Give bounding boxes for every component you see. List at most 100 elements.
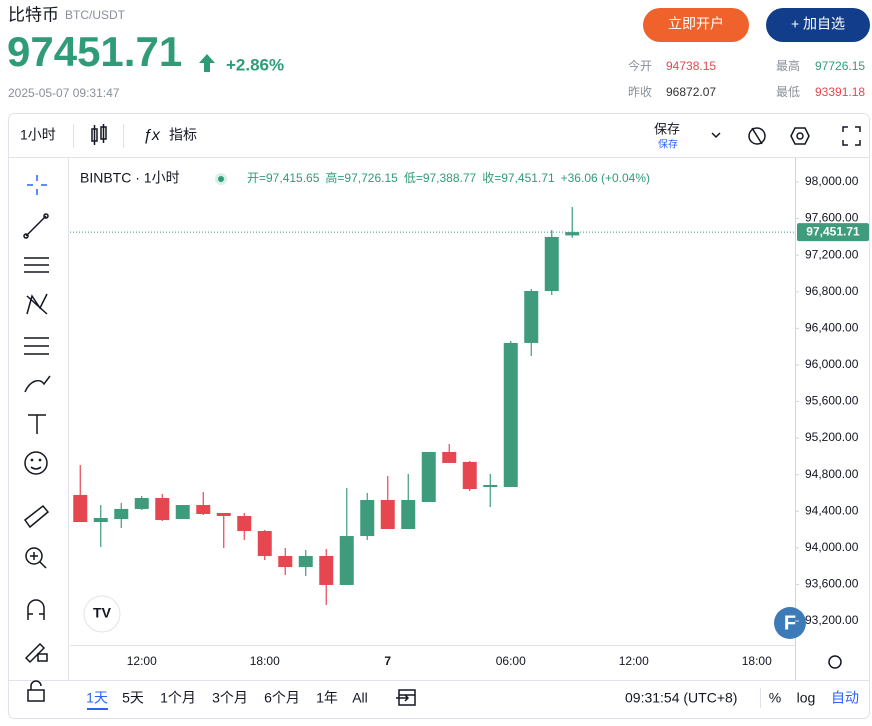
clock: 09:31:54 (UTC+8) xyxy=(625,690,737,706)
ohlc-legend: +36.06 (+0.04%) xyxy=(561,171,650,185)
scale-option[interactable]: % xyxy=(769,690,781,706)
x-tick-label: 18:00 xyxy=(250,654,280,668)
x-tick-label: 12:00 xyxy=(619,654,649,668)
y-tick-label: 93,200.00 xyxy=(805,613,859,627)
candle-body xyxy=(155,497,170,521)
candle-body xyxy=(73,494,88,523)
interval[interactable]: 1小时 xyxy=(20,127,56,143)
candle-body xyxy=(483,484,498,488)
ohlc-legend: 开=97,415.65 xyxy=(247,171,320,185)
range-option[interactable]: 5天 xyxy=(122,690,144,706)
ohlc-legend: 收=97,451.71 xyxy=(482,171,555,185)
candle-body xyxy=(380,499,395,529)
axis-settings[interactable] xyxy=(828,655,842,669)
range-option[interactable]: 1个月 xyxy=(160,690,196,706)
candle-body xyxy=(565,232,580,236)
watchlist-button[interactable] xyxy=(766,8,870,42)
asset-name: 比特币 xyxy=(8,5,59,24)
stat-label: 最低 xyxy=(776,85,800,99)
candle-icon[interactable] xyxy=(91,124,107,145)
candle-body xyxy=(319,555,334,585)
candle-body xyxy=(93,518,108,523)
save[interactable]: 保存 xyxy=(654,121,680,136)
candle-body xyxy=(401,499,416,529)
watchlist-label[interactable]: + 加自选 xyxy=(791,16,845,32)
save-sub[interactable]: 保存 xyxy=(658,138,678,151)
asset-pair: BTC/USDT xyxy=(65,8,126,22)
scale-option[interactable]: log xyxy=(797,690,816,706)
y-tick-label: 94,400.00 xyxy=(805,503,859,517)
ohlc-legend: 高=97,726.15 xyxy=(325,170,398,185)
stat-label: 今开 xyxy=(628,58,652,73)
y-tick-label: 96,800.00 xyxy=(805,284,859,298)
x-tick-label: 18:00 xyxy=(742,654,772,668)
fx-icon[interactable]: ƒx xyxy=(143,127,161,144)
candle-body xyxy=(544,236,559,291)
indicators[interactable]: 指标 xyxy=(169,127,197,143)
y-tick-label: 95,600.00 xyxy=(805,394,859,408)
chart-title: BINBTC · 1小时 xyxy=(80,170,180,186)
open-account-label[interactable]: 立即开户 xyxy=(668,16,724,32)
fullscreen-icon[interactable] xyxy=(842,126,861,146)
open-account-button[interactable] xyxy=(643,8,749,42)
candle-body xyxy=(175,505,190,520)
y-tick-label: 96,000.00 xyxy=(805,357,859,371)
candle-body xyxy=(442,451,457,463)
stat-value: 94738.15 xyxy=(666,59,716,73)
range-option[interactable]: 1天 xyxy=(86,690,108,706)
y-tick-label: 94,000.00 xyxy=(805,540,859,554)
up-arrow xyxy=(199,54,215,72)
stat-value: 96872.07 xyxy=(666,85,716,99)
y-tick-label: 97,200.00 xyxy=(805,247,859,261)
sidebar-tools[interactable] xyxy=(23,175,51,702)
x-tick-label: 06:00 xyxy=(496,654,526,668)
timestamp: 2025-05-07 09:31:47 xyxy=(8,86,120,100)
f-logo[interactable] xyxy=(774,607,806,639)
range-option[interactable]: All xyxy=(352,690,368,706)
candle-body xyxy=(524,290,539,343)
stat-value: 93391.18 xyxy=(815,85,865,99)
last-price-label: 97,451.71 xyxy=(806,224,860,238)
footer xyxy=(87,688,761,710)
stat-label: 最高 xyxy=(776,58,800,73)
y-tick-label: 98,000.00 xyxy=(805,174,859,188)
range-option[interactable]: 1年 xyxy=(316,690,338,706)
candle-body xyxy=(462,461,477,490)
price: 97451.71 xyxy=(7,28,182,75)
dropdown[interactable] xyxy=(711,132,721,139)
candle-body xyxy=(196,505,211,514)
x-tick-label: 7 xyxy=(384,654,391,668)
tv-logo[interactable] xyxy=(83,595,121,633)
candle-body xyxy=(114,508,129,520)
settings-icon[interactable] xyxy=(790,127,810,145)
candle-body xyxy=(339,536,354,585)
settings-icon-dot xyxy=(796,132,804,140)
alert-icon[interactable] xyxy=(748,127,766,145)
x-tick-label: 12:00 xyxy=(127,654,157,668)
scale-option[interactable]: 自动 xyxy=(831,690,859,706)
y-tick-label: 94,800.00 xyxy=(805,467,859,481)
y-tick-label: 97,600.00 xyxy=(805,211,859,225)
candle-body xyxy=(237,516,252,532)
candle-body xyxy=(298,555,313,568)
last-price-tag xyxy=(797,223,869,242)
date-range-icon[interactable] xyxy=(396,689,416,706)
change: +2.86% xyxy=(226,55,284,74)
stat-label: 昨收 xyxy=(628,85,652,99)
y-tick-label: 95,200.00 xyxy=(805,430,859,444)
range-option[interactable]: 6个月 xyxy=(264,690,300,706)
stat-value: 97726.15 xyxy=(815,59,865,73)
chart-frame xyxy=(8,113,870,719)
candle-body xyxy=(421,451,436,503)
candle-body xyxy=(216,512,231,517)
tv-logo-text: TV xyxy=(93,605,112,621)
status-dot xyxy=(218,176,224,182)
candle-body xyxy=(503,342,518,488)
ohlc-legend: 低=97,388.77 xyxy=(404,171,477,185)
candle-body xyxy=(360,499,375,537)
candle-body xyxy=(278,555,293,568)
range-option[interactable]: 3个月 xyxy=(212,690,248,706)
candle-body xyxy=(134,497,149,509)
y-tick-label: 93,600.00 xyxy=(805,577,859,591)
